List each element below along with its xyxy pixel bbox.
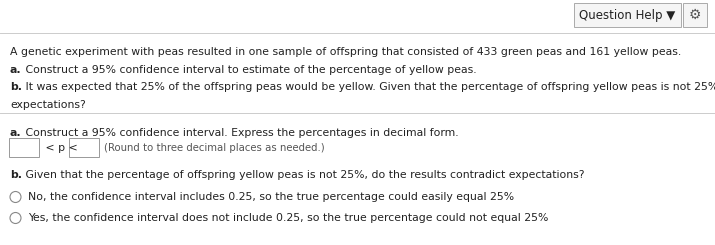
Text: Construct a 95% confidence interval. Express the percentages in decimal form.: Construct a 95% confidence interval. Exp… bbox=[21, 127, 458, 137]
Circle shape bbox=[10, 212, 21, 223]
Text: A genetic experiment with peas resulted in one sample of offspring that consiste: A genetic experiment with peas resulted … bbox=[10, 47, 681, 57]
Text: b.: b. bbox=[10, 82, 22, 92]
Text: Yes, the confidence interval does not include 0.25, so the true percentage could: Yes, the confidence interval does not in… bbox=[28, 213, 548, 223]
Text: a.: a. bbox=[10, 64, 21, 74]
FancyBboxPatch shape bbox=[69, 138, 99, 157]
Text: ⚙: ⚙ bbox=[689, 8, 701, 22]
Text: a.: a. bbox=[10, 127, 21, 137]
Text: expectations?: expectations? bbox=[10, 99, 86, 110]
FancyBboxPatch shape bbox=[9, 138, 39, 157]
FancyBboxPatch shape bbox=[574, 3, 681, 27]
FancyBboxPatch shape bbox=[683, 3, 707, 27]
Text: < p <: < p < bbox=[42, 143, 82, 152]
Text: b.: b. bbox=[10, 170, 22, 180]
Circle shape bbox=[10, 192, 21, 203]
Text: It was expected that 25% of the offspring peas would be yellow. Given that the p: It was expected that 25% of the offsprin… bbox=[21, 82, 715, 92]
Text: Construct a 95% confidence interval to estimate of the percentage of yellow peas: Construct a 95% confidence interval to e… bbox=[21, 64, 476, 74]
Text: No, the confidence interval includes 0.25, so the true percentage could easily e: No, the confidence interval includes 0.2… bbox=[28, 192, 514, 202]
Text: Question Help ▼: Question Help ▼ bbox=[579, 9, 676, 22]
Text: Given that the percentage of offspring yellow peas is not 25%, do the results co: Given that the percentage of offspring y… bbox=[21, 170, 584, 180]
Text: (Round to three decimal places as needed.): (Round to three decimal places as needed… bbox=[104, 143, 325, 152]
